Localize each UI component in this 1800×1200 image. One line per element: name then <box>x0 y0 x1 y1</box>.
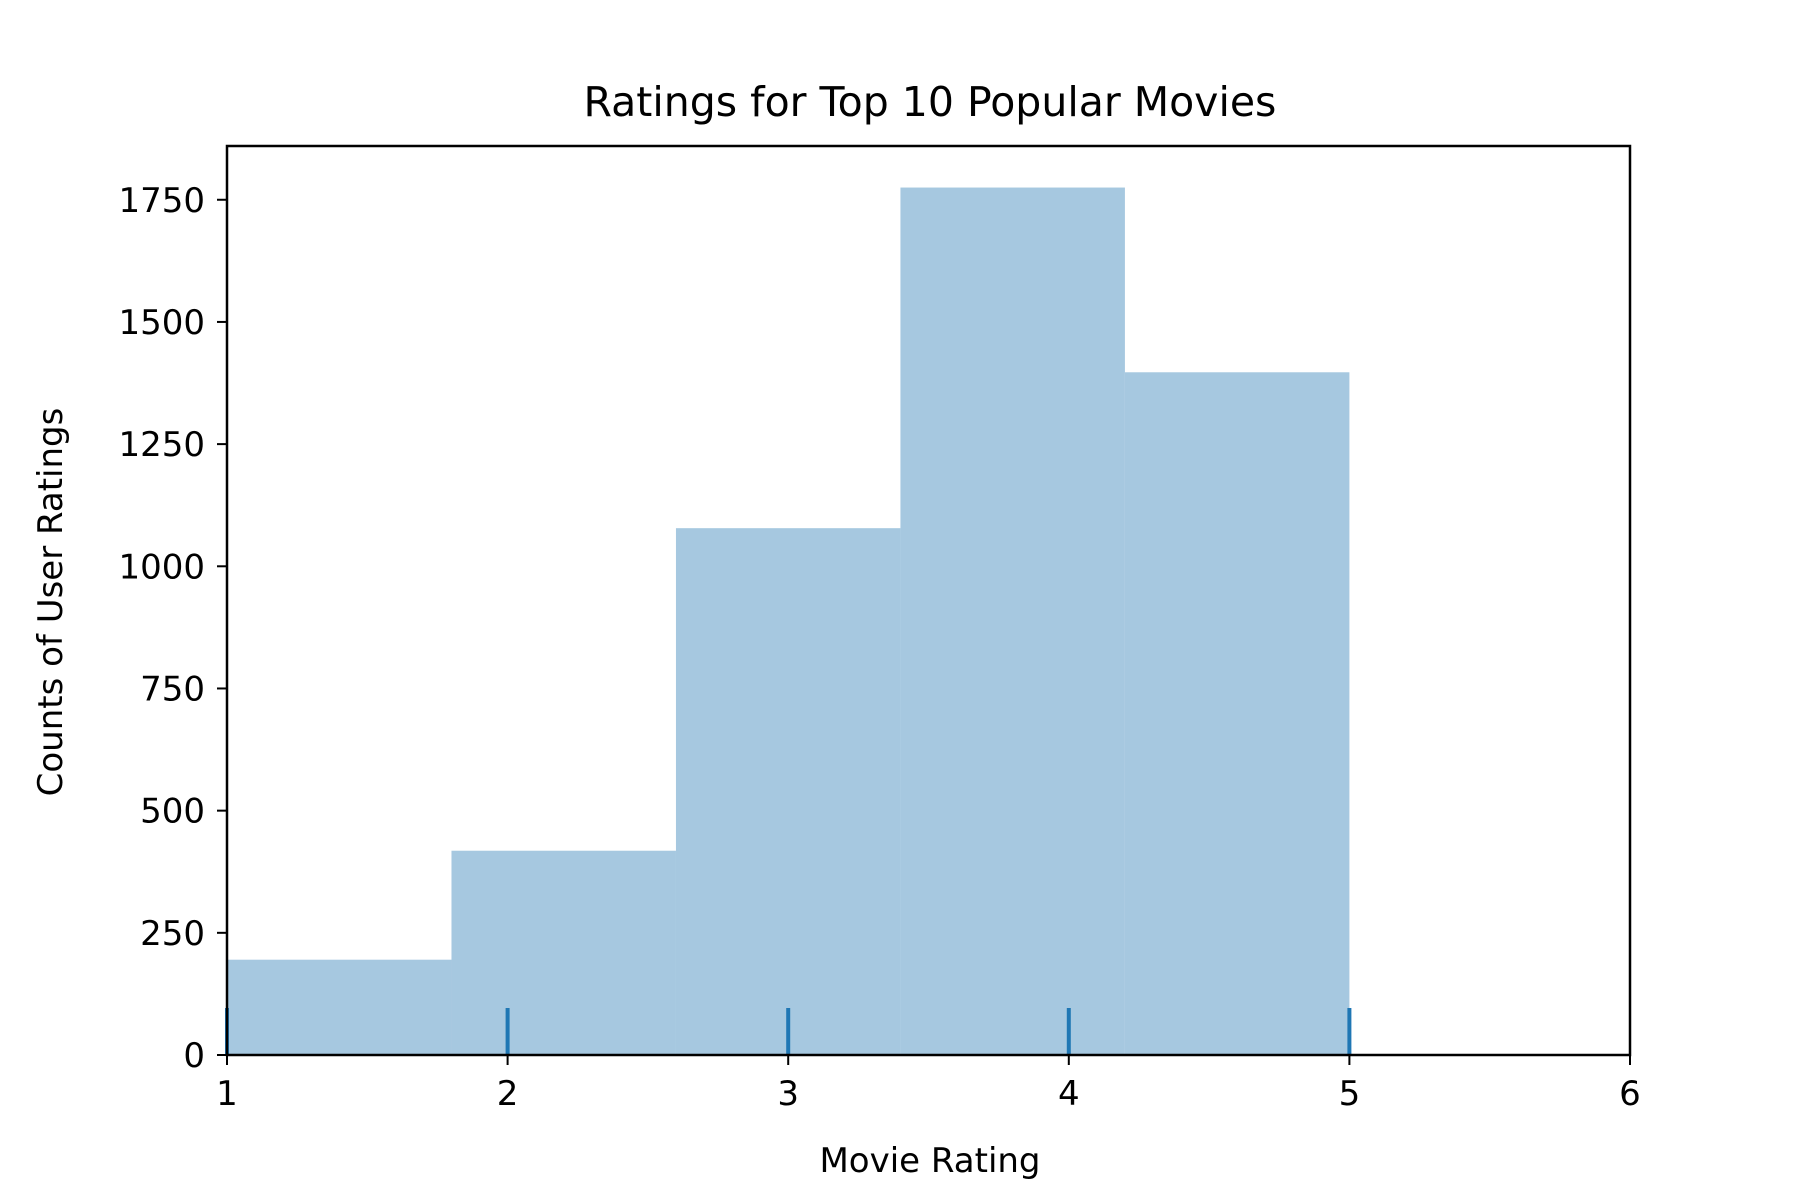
x-axis-label: Movie Rating <box>819 1141 1040 1181</box>
x-tick-label-5: 6 <box>1619 1074 1641 1114</box>
x-tick-label-3: 4 <box>1058 1074 1080 1114</box>
x-tick-label-0: 1 <box>216 1074 238 1114</box>
chart-title: Ratings for Top 10 Popular Movies <box>584 78 1277 126</box>
x-tick-label-1: 2 <box>497 1074 519 1114</box>
x-axis-ticks: 1 2 3 4 5 6 <box>216 1055 1641 1114</box>
y-tick-label-1: 250 <box>140 914 205 954</box>
x-tick-label-4: 5 <box>1339 1074 1361 1114</box>
y-axis-label: Counts of User Ratings <box>31 408 71 797</box>
y-tick-label-6: 1500 <box>118 303 205 343</box>
bars-group <box>227 187 1350 1055</box>
bar-0 <box>227 959 452 1055</box>
y-tick-label-7: 1750 <box>118 181 205 221</box>
bar-4 <box>1124 372 1350 1055</box>
y-tick-label-4: 1000 <box>118 547 205 587</box>
bar-3 <box>900 187 1125 1055</box>
bar-1 <box>451 850 676 1055</box>
bar-2 <box>675 528 901 1055</box>
y-tick-label-2: 500 <box>140 792 205 832</box>
y-tick-label-5: 1250 <box>118 425 205 465</box>
y-axis-ticks: 0 250 500 750 1000 1250 1500 1750 <box>118 181 227 1076</box>
x-tick-label-2: 3 <box>777 1074 799 1114</box>
axes-frame <box>225 144 1632 1057</box>
y-tick-label-3: 750 <box>140 669 205 709</box>
y-tick-label-0: 0 <box>183 1036 205 1076</box>
